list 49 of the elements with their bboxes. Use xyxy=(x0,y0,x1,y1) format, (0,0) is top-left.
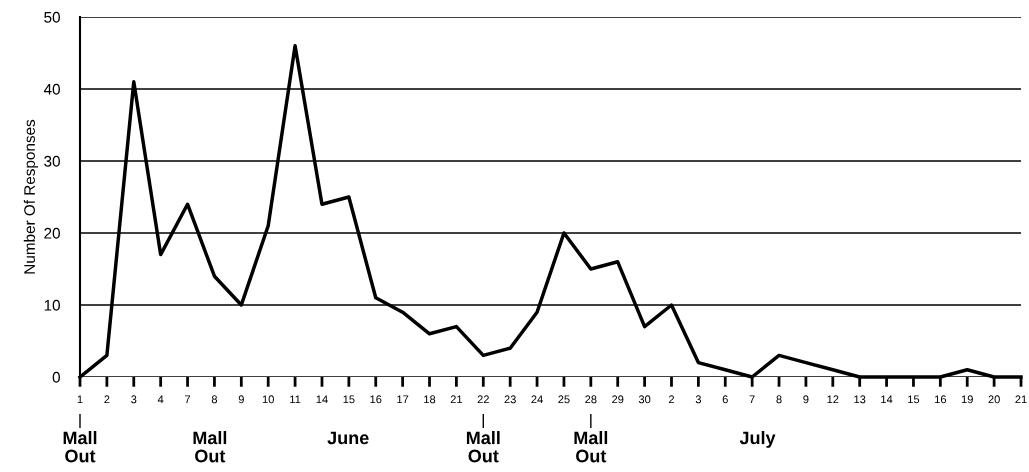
x-tick-label: 15 xyxy=(908,395,920,404)
annotation: Mall Out xyxy=(466,431,500,463)
x-tick-label: 2 xyxy=(668,395,675,404)
x-tick-label: 7 xyxy=(749,395,755,404)
text: Mall Out xyxy=(193,431,227,463)
y-tick-label: 30 xyxy=(44,155,60,167)
x-tick-label: 14 xyxy=(881,395,893,404)
x-tick-label: 29 xyxy=(612,395,624,404)
x-tick-label: 9 xyxy=(238,395,244,404)
x-tick-label: 22 xyxy=(477,395,489,404)
y-tick-label: 20 xyxy=(44,227,60,239)
y-tick-label: 10 xyxy=(44,299,60,311)
y-tick-label: 50 xyxy=(44,11,60,23)
text: June xyxy=(327,431,369,445)
x-tick-label: 14 xyxy=(316,395,328,404)
x-tick-label: 12 xyxy=(827,395,839,404)
annotation: Mall Out xyxy=(63,431,97,463)
y-tick-label: 0 xyxy=(52,371,60,383)
x-tick-label: 21 xyxy=(1015,395,1027,404)
x-tick-label: 13 xyxy=(854,395,866,404)
x-tick-label: 8 xyxy=(776,395,782,404)
x-tick-label: 2 xyxy=(104,395,110,404)
x-tick-label: 16 xyxy=(935,395,947,404)
annotation: Mall Out xyxy=(574,431,608,463)
x-tick-label: 18 xyxy=(424,395,436,404)
x-tick-label: 20 xyxy=(988,395,1000,404)
x-tick-label: 6 xyxy=(722,395,728,404)
x-tick-label: 25 xyxy=(558,395,570,404)
x-tick-label: 19 xyxy=(961,395,973,404)
x-tick-label: 3 xyxy=(695,395,701,404)
x-tick-label: 17 xyxy=(397,395,409,404)
x-tick-label: 30 xyxy=(638,395,651,404)
text: July xyxy=(739,431,776,448)
x-tick-label: 23 xyxy=(504,395,516,404)
x-tick-label: 9 xyxy=(803,395,809,404)
x-tick-label: 1 xyxy=(77,395,83,404)
y-axis-title: Number Of Responses xyxy=(23,119,39,274)
x-tick-label: 15 xyxy=(343,395,355,404)
x-tick-label: 4 xyxy=(157,395,164,404)
x-tick-label: 3 xyxy=(131,395,137,404)
x-tick-label: 7 xyxy=(185,395,191,404)
x-tick-label: 8 xyxy=(211,395,218,404)
x-tick-label: 28 xyxy=(585,395,597,404)
x-tick-label: 10 xyxy=(262,395,274,404)
y-tick-label: 40 xyxy=(43,83,60,95)
x-tick-label: 24 xyxy=(531,395,543,404)
x-tick-label: 21 xyxy=(450,395,463,404)
x-tick-label: 11 xyxy=(290,395,301,404)
x-tick-label: 16 xyxy=(370,395,382,404)
